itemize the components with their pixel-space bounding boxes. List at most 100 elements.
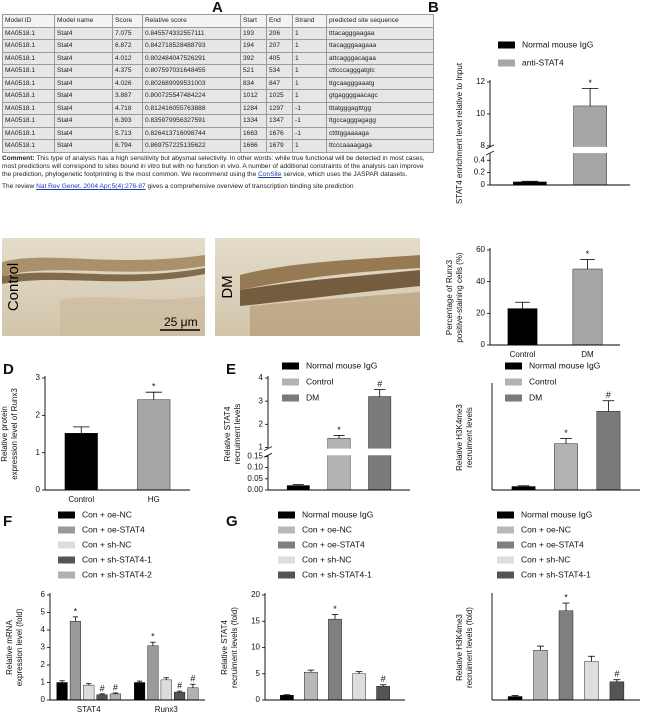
bar bbox=[558, 610, 574, 701]
legend-swatch bbox=[58, 556, 75, 564]
y-tick-label: 0.05 bbox=[247, 474, 263, 483]
table-cell: Stat4 bbox=[54, 26, 113, 40]
bar bbox=[327, 437, 351, 491]
legend-label: Con + oe-STAT4 bbox=[82, 524, 145, 534]
legend-label: Normal mouse IgG bbox=[302, 509, 373, 519]
bar bbox=[96, 694, 108, 701]
y-tick-label: 0.15 bbox=[247, 452, 263, 461]
bar bbox=[304, 671, 318, 701]
y-tick-label: 0 bbox=[256, 695, 261, 704]
table-cell: ttgccagggagagg bbox=[326, 114, 434, 128]
table-row: MA0518.1 Stat4 4.026 0.802689099531003 834 84… bbox=[2, 76, 434, 90]
table-row: MA0518.1 Stat4 4.375 0.807597031648455 521 53… bbox=[2, 64, 434, 78]
legend-label: Con + oe-NC bbox=[521, 524, 571, 534]
y-tick-label: 0 bbox=[41, 695, 46, 704]
significance-mark: # bbox=[606, 390, 611, 400]
x-tick-label: DM bbox=[581, 350, 594, 359]
link[interactable]: ConSite bbox=[258, 170, 282, 178]
table-cell: MA0518.1 bbox=[2, 64, 55, 78]
column-header: Strand bbox=[292, 14, 327, 28]
motif-table: Model ID Model name Score Relative score Sta… bbox=[2, 14, 434, 190]
column-header: End bbox=[266, 14, 293, 28]
y-axis-label: Percentage of Runx3 bbox=[445, 259, 454, 335]
column-header: Score bbox=[112, 14, 143, 28]
table-row: MA0518.1 Stat4 7.075 0.845574332557111 193 20… bbox=[2, 26, 434, 40]
y-tick-label: 0 bbox=[481, 180, 486, 189]
legend-label: DM bbox=[306, 392, 319, 402]
significance-mark: * bbox=[588, 78, 592, 88]
bar bbox=[511, 486, 536, 491]
significance-mark: * bbox=[564, 428, 568, 438]
bar bbox=[507, 696, 523, 701]
legend-label: Con + sh-NC bbox=[521, 554, 570, 564]
table-cell: 1334 bbox=[240, 114, 267, 128]
y-tick-label: 20 bbox=[476, 308, 485, 317]
table-cell: MA0518.1 bbox=[2, 39, 55, 53]
column-header: Start bbox=[240, 14, 267, 28]
table-cell: 1676 bbox=[266, 126, 293, 140]
legend-swatch bbox=[497, 571, 514, 579]
significance-mark: # bbox=[177, 680, 182, 690]
table-cell: 7.075 bbox=[112, 26, 143, 40]
table-cell: cttcccagggatgtc bbox=[326, 64, 434, 78]
x-tick-label: STAT4 bbox=[77, 705, 101, 714]
y-axis-label: recruiment levels bbox=[233, 404, 242, 464]
bar bbox=[134, 682, 146, 701]
table-cell: 0.802689099531003 bbox=[142, 76, 241, 90]
significance-mark: * bbox=[333, 604, 337, 614]
table: Model ID Model name Score Relative score Sta… bbox=[2, 14, 434, 153]
y-tick-label: 10 bbox=[251, 643, 260, 652]
bar bbox=[147, 645, 159, 701]
legend-label: Normal mouse IgG bbox=[529, 360, 600, 370]
legend-label: Con + sh-STAT4-1 bbox=[521, 569, 591, 579]
table-cell: 1 bbox=[292, 39, 327, 53]
table-cell: 1012 bbox=[240, 89, 267, 103]
table-cell: tttatgggagtttgg bbox=[326, 101, 434, 115]
table-cell: 1284 bbox=[240, 101, 267, 115]
y-axis-label: recruiment levels bbox=[465, 407, 474, 467]
table-cell: 4.012 bbox=[112, 51, 143, 65]
y-tick-label: 40 bbox=[476, 277, 485, 286]
table-cell: 1025 bbox=[266, 89, 293, 103]
y-axis-label: Relative H3K4me3 bbox=[455, 614, 464, 681]
y-tick-label: 0.10 bbox=[247, 463, 263, 472]
table-cell: -1 bbox=[292, 114, 327, 128]
bar bbox=[286, 485, 310, 491]
header-row: Model ID Model name Score Relative score Sta… bbox=[2, 14, 434, 28]
legend-label: Con + oe-STAT4 bbox=[521, 539, 584, 549]
legend-label: Normal mouse IgG bbox=[521, 509, 592, 519]
y-axis-label: recruiment levels (fold) bbox=[230, 607, 239, 688]
significance-mark: * bbox=[152, 382, 156, 392]
table-cell: Stat4 bbox=[54, 114, 113, 128]
bar bbox=[609, 681, 625, 701]
link[interactable]: Nat Rev Genet. 2004 Apr;5(4):276-87 bbox=[36, 183, 146, 191]
y-tick-label: 2 bbox=[41, 660, 46, 669]
comment-text: This type of analysis has a high sensiti… bbox=[2, 154, 425, 178]
table-cell: 4.026 bbox=[112, 76, 143, 90]
y-tick-label: 15 bbox=[251, 616, 260, 625]
table-cell: 521 bbox=[240, 64, 267, 78]
table-cell: 3.887 bbox=[112, 89, 143, 103]
legend-label: Con + sh-NC bbox=[82, 539, 131, 549]
table-cell: ttcccaaaagaga bbox=[326, 139, 434, 153]
table-cell: -1 bbox=[292, 101, 327, 115]
review-text: The review bbox=[2, 183, 35, 191]
legend-swatch bbox=[58, 571, 75, 579]
y-tick-label: 1 bbox=[36, 448, 41, 457]
legend-swatch bbox=[282, 378, 299, 386]
bar bbox=[584, 661, 599, 701]
table-cell: MA0518.1 bbox=[2, 139, 55, 153]
legend-swatch bbox=[497, 556, 514, 564]
legend-label: Con + sh-NC bbox=[302, 554, 351, 564]
y-tick-label: 1 bbox=[41, 678, 46, 687]
table-cell: Stat4 bbox=[54, 39, 113, 53]
bar bbox=[352, 673, 366, 701]
y-tick-label: 5 bbox=[256, 669, 261, 678]
axis-break-mark bbox=[485, 144, 495, 150]
table-cell: 1297 bbox=[266, 101, 293, 115]
micrograph-control: 25 μm Control bbox=[2, 238, 205, 336]
bar bbox=[328, 618, 342, 701]
y-axis-label: recruiment levels (fold) bbox=[465, 607, 474, 688]
y-axis-label: Relative H3K4me3 bbox=[455, 404, 464, 471]
significance-mark: # bbox=[100, 683, 105, 693]
